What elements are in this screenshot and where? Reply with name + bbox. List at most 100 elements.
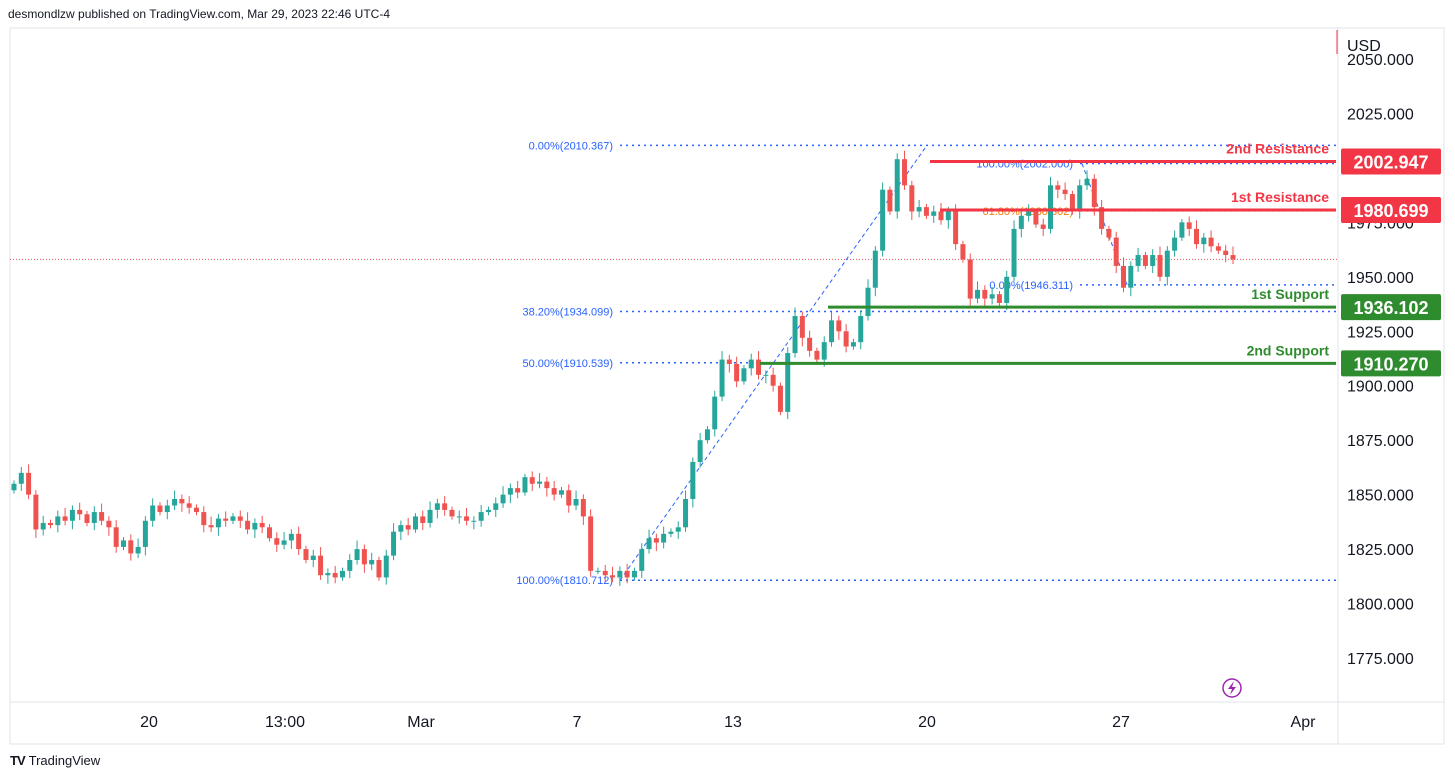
candle — [91, 506, 97, 531]
candle — [1179, 219, 1185, 241]
candle — [850, 338, 856, 350]
candle — [223, 511, 229, 527]
candle — [310, 549, 316, 568]
publisher-header: desmondlzw published on TradingView.com,… — [8, 7, 390, 21]
candle — [186, 496, 192, 514]
time-tick-label: Mar — [407, 714, 435, 731]
price-tick-label: 1925.000 — [1347, 324, 1414, 341]
candle — [653, 533, 659, 552]
candle — [982, 285, 988, 308]
candle — [1128, 261, 1134, 297]
candle — [1157, 246, 1163, 282]
candle — [807, 330, 813, 357]
level-price: 1910.270 — [1353, 354, 1428, 374]
candle — [748, 353, 754, 376]
candle — [1135, 247, 1141, 272]
price-tick-label: 2025.000 — [1347, 106, 1414, 123]
candle — [456, 510, 462, 524]
candle — [347, 554, 353, 579]
candle — [55, 510, 61, 533]
candle — [617, 566, 623, 586]
candle — [923, 203, 929, 220]
candle — [11, 480, 17, 494]
candle — [829, 311, 835, 347]
candle — [120, 537, 126, 551]
price-tick-label: 2050.000 — [1347, 52, 1414, 69]
candle — [47, 519, 53, 529]
candle — [464, 507, 470, 526]
candle — [201, 506, 207, 533]
candle — [500, 486, 506, 508]
level-price: 1980.699 — [1353, 201, 1428, 221]
candle — [40, 515, 46, 536]
candle — [493, 497, 499, 518]
candle — [551, 480, 557, 501]
candle — [420, 510, 426, 531]
candle — [449, 506, 455, 520]
candle — [1048, 176, 1054, 234]
candle — [33, 490, 39, 538]
candle — [931, 205, 937, 224]
candle — [602, 564, 608, 583]
candle — [522, 473, 528, 496]
candle — [193, 504, 199, 516]
candle — [150, 498, 156, 527]
level-price-badge[interactable] — [1341, 196, 1441, 223]
candle — [230, 513, 236, 525]
candle — [610, 566, 616, 582]
candle — [266, 524, 272, 542]
candle — [128, 534, 134, 561]
candle — [288, 529, 294, 549]
price-tick-label: 1800.000 — [1347, 597, 1414, 614]
candle — [135, 538, 141, 559]
support-resistance-levels[interactable]: 2nd Resistance 2002.947 1st Resistance 1980… — [760, 140, 1441, 377]
price-tick-label: 1900.000 — [1347, 379, 1414, 396]
candle — [215, 514, 221, 536]
candle — [894, 153, 900, 219]
candle — [719, 351, 725, 402]
candle — [1106, 225, 1112, 241]
candle — [303, 545, 309, 564]
footer: TV TradingView — [10, 753, 100, 768]
candle — [697, 432, 703, 468]
candle — [902, 150, 908, 190]
candle — [1084, 170, 1090, 190]
lightning-icon[interactable] — [1222, 678, 1242, 698]
candle — [909, 180, 915, 220]
candle — [960, 240, 966, 263]
candle — [1223, 244, 1229, 263]
candles — [11, 150, 1236, 586]
level-price-badge[interactable] — [1341, 148, 1441, 175]
time-axis[interactable]: 20 13:00 Mar 7 13 20 27 Apr — [140, 714, 1316, 731]
candle — [1215, 243, 1221, 254]
level-price-badge[interactable] — [1341, 294, 1441, 321]
candle — [274, 532, 280, 552]
candle — [179, 494, 185, 512]
candle — [252, 518, 258, 538]
candle — [558, 487, 564, 498]
candle — [325, 568, 331, 584]
candle — [872, 246, 878, 297]
fib-level-label: 100.00%(1810.712) — [516, 575, 613, 587]
candle — [84, 510, 90, 527]
candle — [639, 543, 645, 579]
time-tick-label: 20 — [140, 714, 158, 731]
candle — [785, 347, 791, 420]
candle — [1194, 220, 1200, 249]
candle — [361, 544, 367, 573]
candle — [967, 253, 973, 306]
candle — [675, 521, 681, 539]
candle — [26, 464, 32, 500]
candle — [690, 457, 696, 508]
candle — [478, 504, 484, 527]
candle — [259, 515, 265, 534]
candle — [595, 567, 601, 575]
candle — [237, 510, 243, 528]
candle — [865, 279, 871, 321]
level-price-badge[interactable] — [1341, 350, 1441, 377]
candle — [245, 512, 251, 535]
level-price: 1936.102 — [1353, 298, 1428, 318]
time-tick-label: 13 — [724, 714, 742, 731]
candle — [661, 526, 667, 549]
